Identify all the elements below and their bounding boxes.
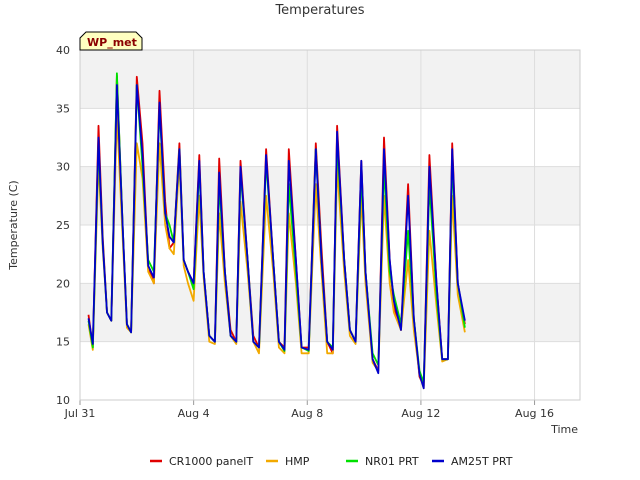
x-tick-label: Aug 4 bbox=[178, 407, 210, 420]
y-tick-label: 25 bbox=[56, 219, 70, 232]
y-tick-label: 20 bbox=[56, 277, 70, 290]
legend-label: AM25T PRT bbox=[451, 455, 513, 468]
legend-label: NR01 PRT bbox=[365, 455, 419, 468]
legend: CR1000 panelT HMP NR01 PRT AM25T PRT bbox=[150, 455, 513, 468]
plot-band bbox=[80, 283, 580, 342]
y-tick-label: 10 bbox=[56, 394, 70, 407]
x-tick-label: Jul 31 bbox=[64, 407, 96, 420]
station-badge: WP_met bbox=[79, 31, 143, 51]
y-tick-label: 30 bbox=[56, 161, 70, 174]
y-tick-label: 40 bbox=[56, 44, 70, 57]
x-tick-label: Aug 8 bbox=[291, 407, 323, 420]
y-axis-title: Temperature (C) bbox=[7, 180, 20, 270]
plot-frame bbox=[79, 49, 581, 401]
y-tick-label: 35 bbox=[56, 102, 70, 115]
y-tick-label: 15 bbox=[56, 336, 70, 349]
legend-label: HMP bbox=[285, 455, 310, 468]
legend-label: CR1000 panelT bbox=[169, 455, 253, 468]
series-lines bbox=[87, 72, 466, 390]
x-axis-title: Time bbox=[550, 423, 578, 436]
plot-band bbox=[80, 50, 580, 109]
axes: 10 15 20 25 30 35 40 Jul 31 Aug 4 Aug 8 Aug 12 Aug … bbox=[56, 44, 581, 420]
series-line-3 bbox=[87, 84, 466, 390]
x-tick-label: Aug 12 bbox=[401, 407, 440, 420]
x-tick-label: Aug 16 bbox=[515, 407, 554, 420]
chart-title: Temperatures bbox=[274, 3, 364, 18]
badge-label: WP_met bbox=[87, 36, 137, 49]
